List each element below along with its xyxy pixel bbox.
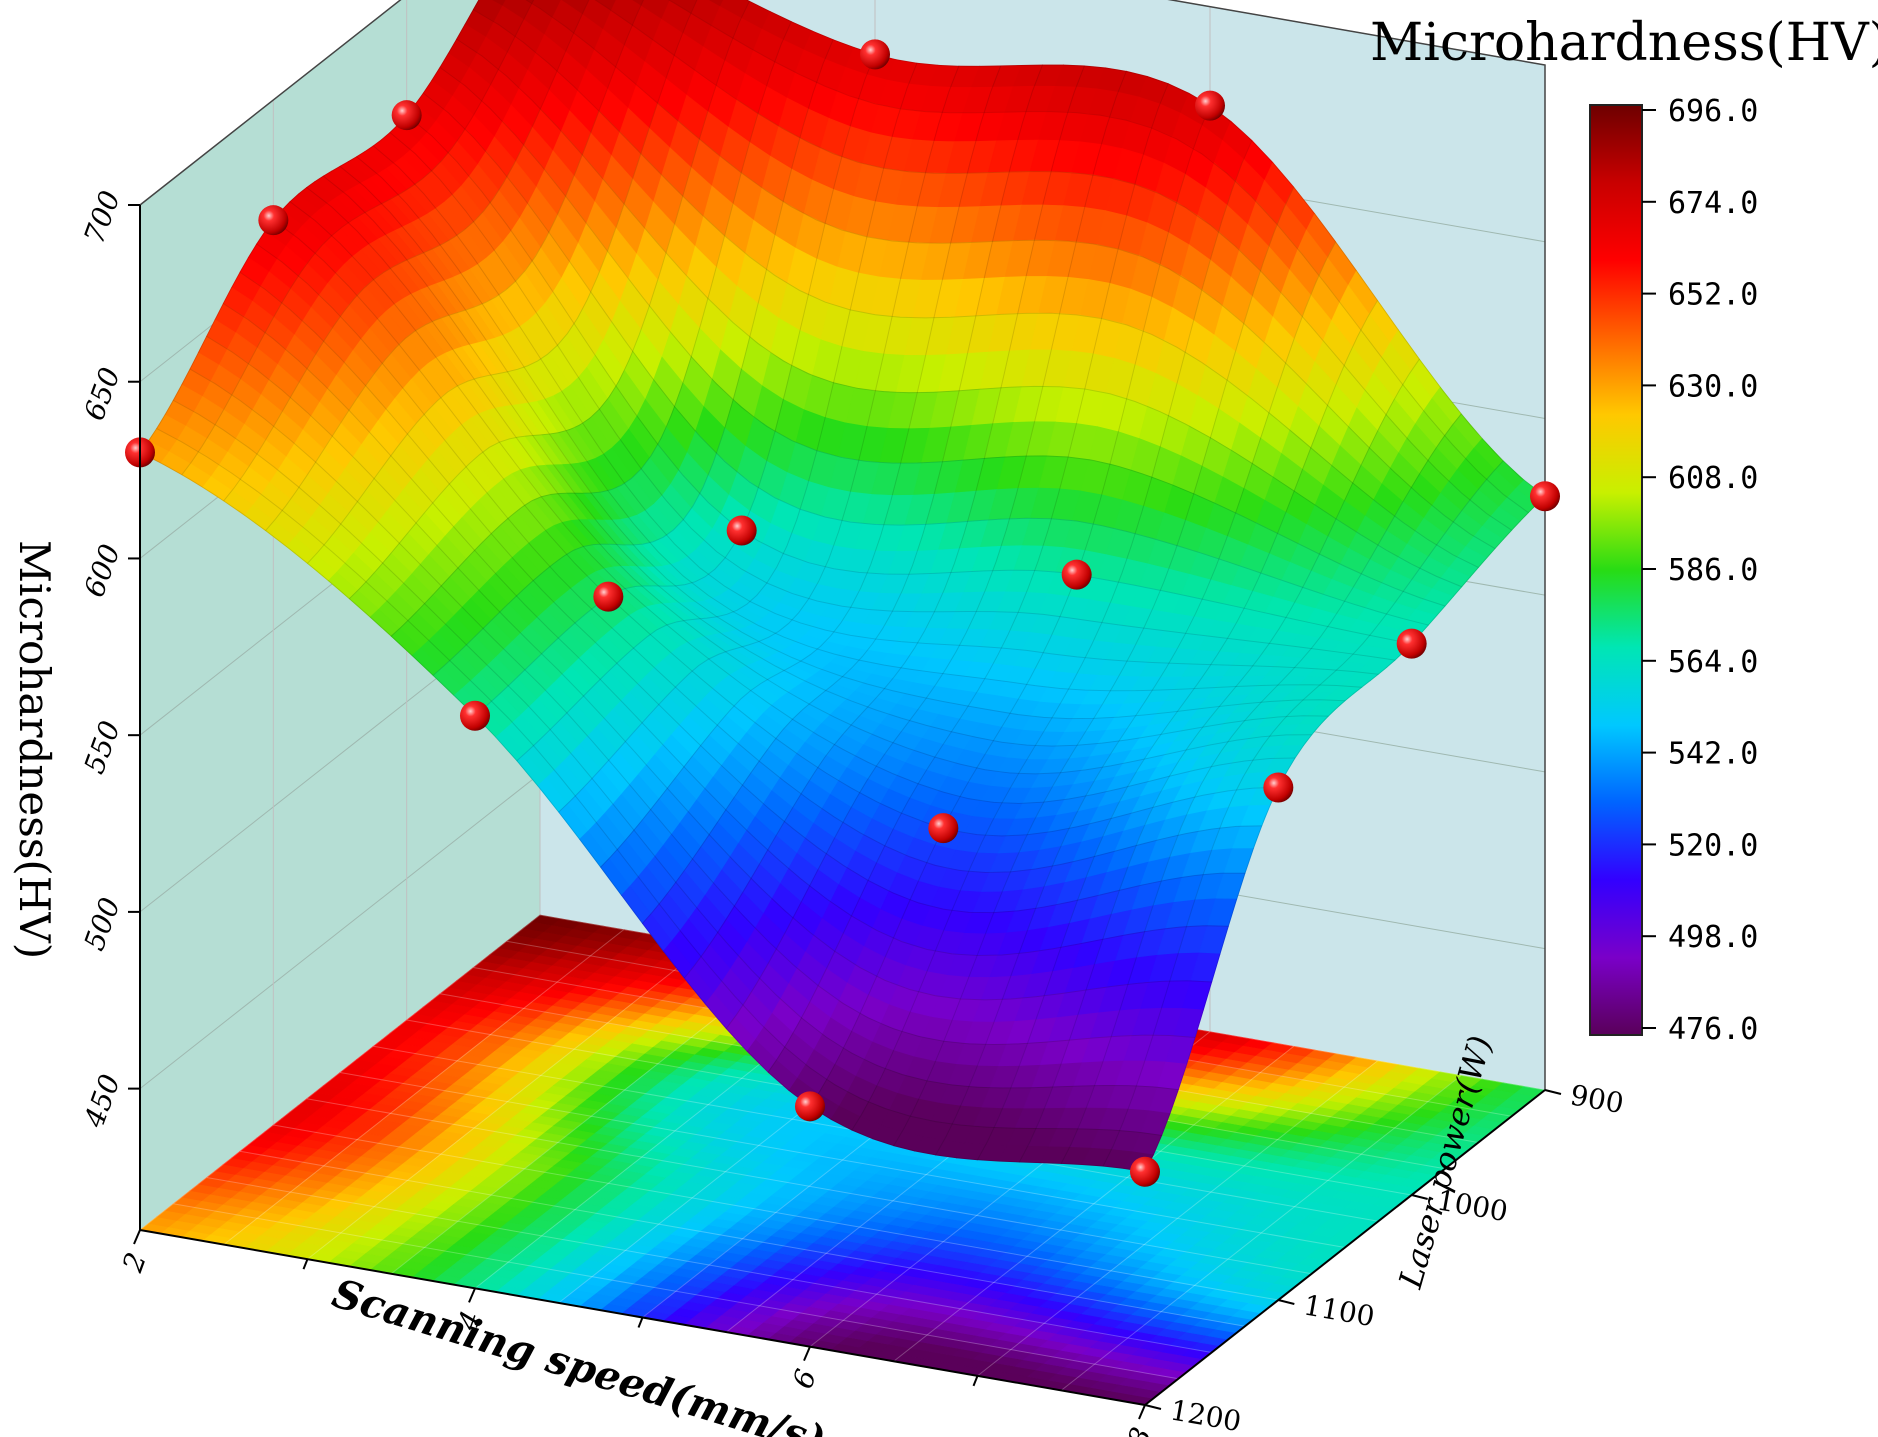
x-tick: [468, 1287, 476, 1303]
colorbar-tick-label: 476.0: [1668, 1012, 1758, 1047]
colorbar-tick-label: 542.0: [1668, 737, 1758, 772]
z-tick-label: 650: [77, 363, 126, 425]
z-tick-label: 700: [77, 186, 126, 248]
z-tick-label: 550: [77, 717, 126, 779]
x-tick-label: 8: [1121, 1423, 1158, 1437]
x-tick: [803, 1346, 811, 1362]
x-minor-tick: [302, 1258, 309, 1270]
colorbar-tick-label: 696.0: [1668, 94, 1758, 129]
data-point: [1263, 772, 1294, 803]
y-tick: [1278, 1299, 1295, 1305]
colorbar-ticks: 696.0 674.0 652.0 630.0 608.0 586.0 564.0 542.0…: [1642, 94, 1758, 1047]
x-minor-tick: [637, 1317, 644, 1328]
data-point: [593, 581, 624, 612]
colorbar-tick-label: 608.0: [1668, 461, 1758, 496]
x-minor-tick: [972, 1375, 979, 1387]
colorbar-title: Microhardness(HV): [1370, 13, 1878, 73]
x-tick-label: 2: [116, 1248, 153, 1277]
z-axis-label: Microhardness(HV): [10, 540, 59, 959]
colorbar-tick-label: 586.0: [1668, 553, 1758, 588]
colorbar-gradient: [1589, 104, 1643, 1036]
data-point: [860, 39, 890, 70]
data-point: [460, 700, 490, 731]
data-point: [1530, 481, 1560, 512]
z-tick-label: 500: [77, 893, 126, 955]
colorbar-tick-label: 498.0: [1668, 920, 1758, 955]
y-tick-label: 1100: [1301, 1288, 1377, 1333]
z-tick-label: 450: [77, 1070, 127, 1132]
colorbar-tick-label: 520.0: [1668, 828, 1758, 863]
data-point: [726, 515, 757, 546]
colorbar-tick-label: 652.0: [1668, 278, 1758, 313]
x-tick: [133, 1229, 141, 1245]
data-point: [1195, 90, 1225, 121]
data-point: [391, 100, 422, 131]
colorbar-tick-label: 630.0: [1668, 369, 1758, 404]
y-tick-label: 1200: [1168, 1393, 1244, 1437]
colorbar-tick-label: 564.0: [1668, 645, 1758, 680]
x-tick: [1138, 1404, 1146, 1420]
data-point: [795, 1091, 825, 1122]
data-point: [1396, 628, 1427, 659]
y-tick: [1144, 1404, 1162, 1410]
y-tick-label: 900: [1568, 1078, 1626, 1120]
y-tick: [1544, 1089, 1562, 1095]
data-point: [1130, 1156, 1160, 1187]
z-tick-label: 600: [77, 540, 126, 602]
data-point: [928, 813, 959, 844]
colorbar-tick-label: 674.0: [1668, 186, 1758, 221]
data-point: [1061, 559, 1092, 590]
data-point: [258, 205, 289, 236]
x-tick-label: 6: [786, 1365, 823, 1393]
